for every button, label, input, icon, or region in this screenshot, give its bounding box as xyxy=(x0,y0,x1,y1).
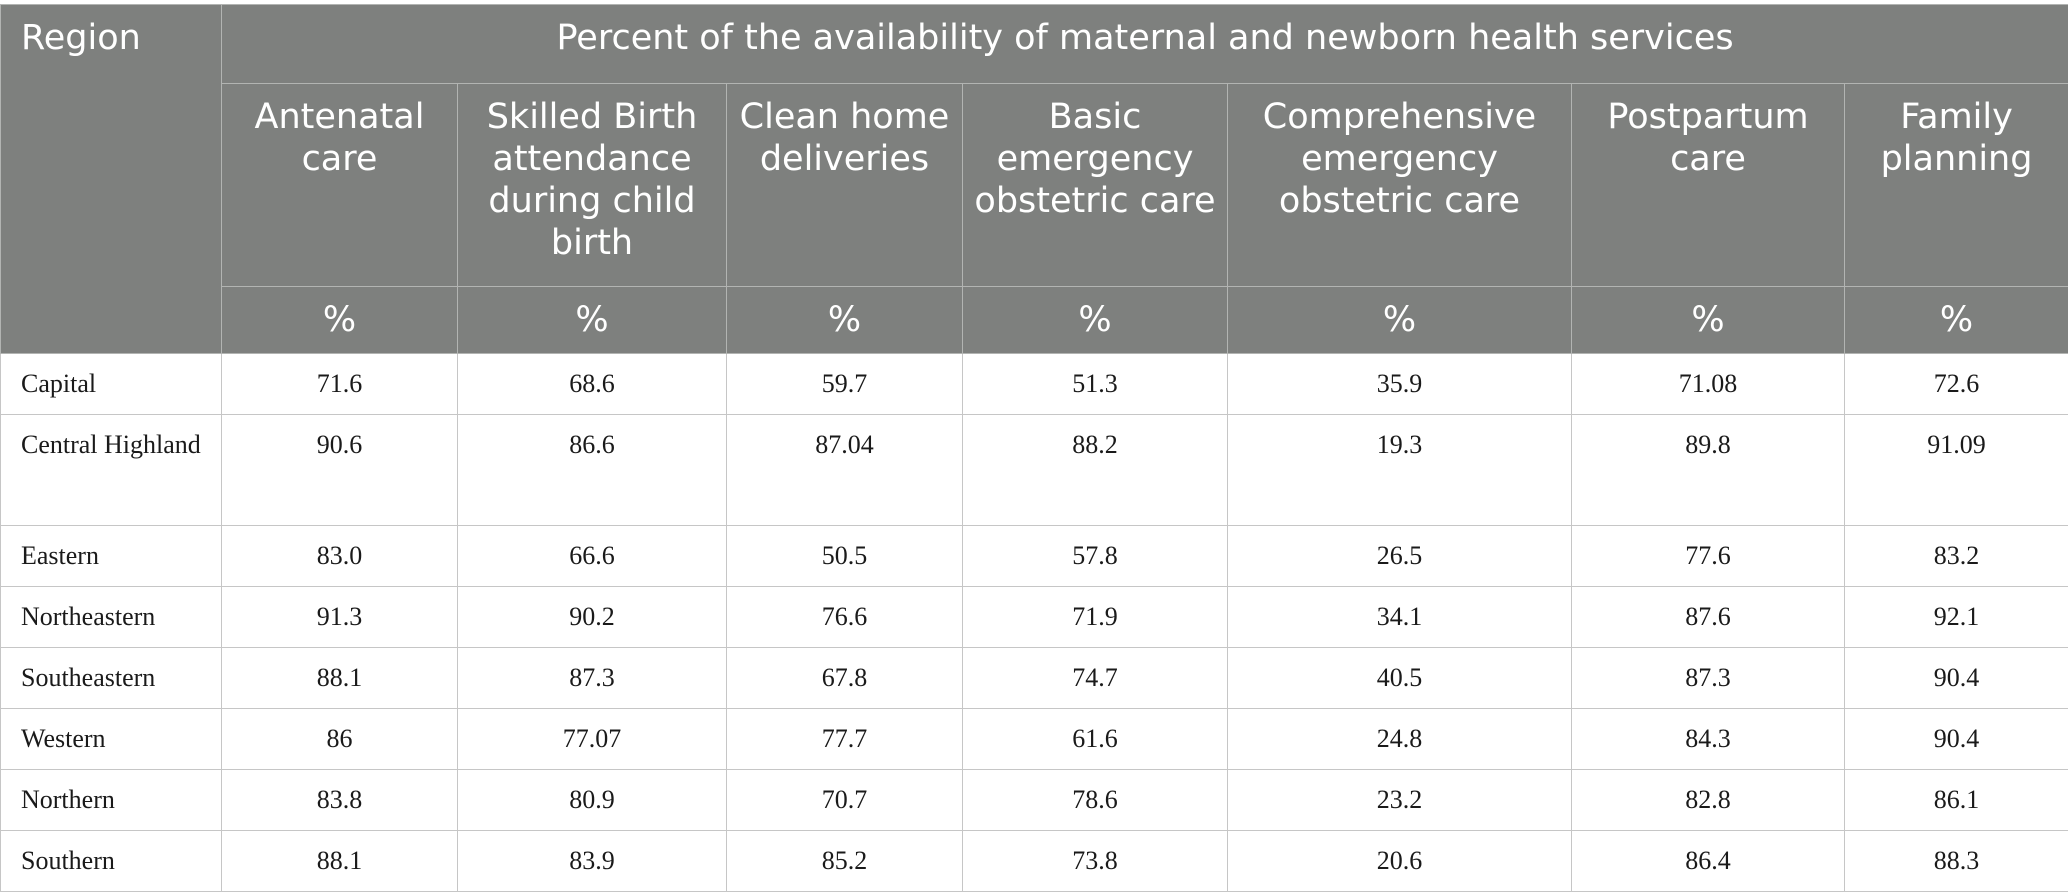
value-cell: 40.5 xyxy=(1227,647,1572,709)
value-cell: 86.4 xyxy=(1571,830,1845,892)
value-cell: 71.9 xyxy=(962,586,1228,648)
value-cell: 61.6 xyxy=(962,708,1228,770)
value-cell: 87.04 xyxy=(726,414,963,526)
header-row-columns: Antenatal care Skilled Birth attendance … xyxy=(1,83,2068,287)
unit-header: % xyxy=(1843,286,2068,354)
value-cell: 50.5 xyxy=(726,525,963,587)
table-row: Central Highland 90.6 86.6 87.04 88.2 19… xyxy=(0,414,2068,526)
table-row: Eastern 83.0 66.6 50.5 57.8 26.5 77.6 83… xyxy=(0,525,2068,587)
table-row: Northern 83.8 80.9 70.7 78.6 23.2 82.8 8… xyxy=(0,769,2068,831)
unit-header: % xyxy=(1227,286,1572,354)
value-cell: 74.7 xyxy=(962,647,1228,709)
header-row-units: % % % % % % % xyxy=(1,286,2068,354)
value-cell: 82.8 xyxy=(1571,769,1845,831)
value-cell: 66.6 xyxy=(457,525,727,587)
value-cell: 87.3 xyxy=(457,647,727,709)
value-cell: 88.3 xyxy=(1843,830,2068,892)
value-cell: 83.2 xyxy=(1843,525,2068,587)
value-cell: 90.2 xyxy=(457,586,727,648)
region-cell: Eastern xyxy=(0,525,222,587)
table-row: Capital 71.6 68.6 59.7 51.3 35.9 71.08 7… xyxy=(0,353,2068,415)
unit-header: % xyxy=(962,286,1228,354)
column-header-antenatal-care: Antenatal care xyxy=(221,83,458,287)
value-cell: 77.6 xyxy=(1571,525,1845,587)
unit-header: % xyxy=(726,286,963,354)
value-cell: 86 xyxy=(221,708,458,770)
value-cell: 19.3 xyxy=(1227,414,1572,526)
column-header-clean-home-deliveries: Clean home deliveries xyxy=(726,83,963,287)
region-cell: Southern xyxy=(0,830,222,892)
column-header-postpartum-care: Postpartum care xyxy=(1571,83,1845,287)
value-cell: 34.1 xyxy=(1227,586,1572,648)
value-cell: 70.7 xyxy=(726,769,963,831)
region-column-header: Region xyxy=(0,4,222,354)
value-cell: 80.9 xyxy=(457,769,727,831)
value-cell: 91.3 xyxy=(221,586,458,648)
column-header-comprehensive-emergency-obstetric-care: Comprehensive emergency obstetric care xyxy=(1227,83,1572,287)
group-header: Percent of the availability of maternal … xyxy=(220,4,2068,84)
value-cell: 23.2 xyxy=(1227,769,1572,831)
unit-header: % xyxy=(457,286,727,354)
value-cell: 87.6 xyxy=(1571,586,1845,648)
value-cell: 92.1 xyxy=(1843,586,2068,648)
table-row: Northeastern 91.3 90.2 76.6 71.9 34.1 87… xyxy=(0,586,2068,648)
value-cell: 84.3 xyxy=(1571,708,1845,770)
column-header-skilled-birth-attendance: Skilled Birth attendance during child bi… xyxy=(457,83,727,287)
table-row: Southeastern 88.1 87.3 67.8 74.7 40.5 87… xyxy=(0,647,2068,709)
value-cell: 26.5 xyxy=(1227,525,1572,587)
region-cell: Central Highland xyxy=(0,414,222,526)
value-cell: 91.09 xyxy=(1843,414,2068,526)
unit-header: % xyxy=(221,286,458,354)
unit-header: % xyxy=(1571,286,1845,354)
value-cell: 71.08 xyxy=(1571,353,1845,415)
value-cell: 20.6 xyxy=(1227,830,1572,892)
value-cell: 89.8 xyxy=(1571,414,1845,526)
value-cell: 86.6 xyxy=(457,414,727,526)
value-cell: 90.4 xyxy=(1843,647,2068,709)
value-cell: 77.7 xyxy=(726,708,963,770)
value-cell: 71.6 xyxy=(221,353,458,415)
value-cell: 76.6 xyxy=(726,586,963,648)
data-table: Region Percent of the availability of ma… xyxy=(0,4,2068,892)
value-cell: 67.8 xyxy=(726,647,963,709)
value-cell: 90.4 xyxy=(1843,708,2068,770)
region-cell: Western xyxy=(0,708,222,770)
value-cell: 90.6 xyxy=(221,414,458,526)
value-cell: 83.9 xyxy=(457,830,727,892)
value-cell: 86.1 xyxy=(1843,769,2068,831)
value-cell: 83.8 xyxy=(221,769,458,831)
column-header-basic-emergency-obstetric-care: Basic emergency obstetric care xyxy=(962,83,1228,287)
region-cell: Northern xyxy=(0,769,222,831)
value-cell: 24.8 xyxy=(1227,708,1572,770)
value-cell: 88.2 xyxy=(962,414,1228,526)
table-row: Western 86 77.07 77.7 61.6 24.8 84.3 90.… xyxy=(0,708,2068,770)
header-row-group: Region Percent of the availability of ma… xyxy=(0,4,2068,354)
value-cell: 77.07 xyxy=(457,708,727,770)
value-cell: 72.6 xyxy=(1843,353,2068,415)
value-cell: 59.7 xyxy=(726,353,963,415)
table-row: Southern 88.1 83.9 85.2 73.8 20.6 86.4 8… xyxy=(0,830,2068,892)
value-cell: 78.6 xyxy=(962,769,1228,831)
value-cell: 35.9 xyxy=(1227,353,1572,415)
region-cell: Capital xyxy=(0,353,222,415)
region-cell: Northeastern xyxy=(0,586,222,648)
table-header: Region Percent of the availability of ma… xyxy=(0,4,2068,354)
value-cell: 73.8 xyxy=(962,830,1228,892)
value-cell: 68.6 xyxy=(457,353,727,415)
column-header-family-planning: Family planning xyxy=(1843,83,2068,287)
value-cell: 57.8 xyxy=(962,525,1228,587)
value-cell: 51.3 xyxy=(962,353,1228,415)
value-cell: 88.1 xyxy=(221,830,458,892)
value-cell: 87.3 xyxy=(1571,647,1845,709)
value-cell: 85.2 xyxy=(726,830,963,892)
region-cell: Southeastern xyxy=(0,647,222,709)
value-cell: 83.0 xyxy=(221,525,458,587)
table-body: Capital 71.6 68.6 59.7 51.3 35.9 71.08 7… xyxy=(0,353,2068,892)
value-cell: 88.1 xyxy=(221,647,458,709)
